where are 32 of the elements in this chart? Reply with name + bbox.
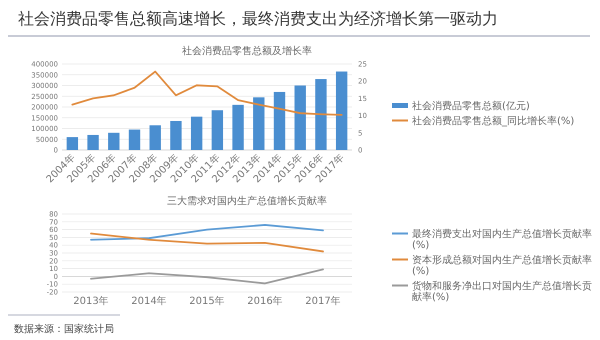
bar — [315, 79, 327, 150]
chart-title: 三大需求对国内生产总值增长贡献率 — [167, 195, 327, 207]
x-tick-label: 2016年 — [247, 295, 283, 307]
x-tick-label: 2013年 — [73, 295, 109, 307]
bar — [232, 104, 244, 150]
line-series — [71, 70, 343, 116]
legend-label: 社会消费品零售总额_同比增长率(%) — [412, 115, 574, 127]
legend-label: 社会消费品零售总额(亿元) — [412, 100, 530, 112]
bar — [190, 116, 202, 150]
bar — [108, 132, 120, 150]
chart-title: 社会消费品零售总额高速增长，最终消费支出为经济增长第一驱动力 — [18, 9, 498, 28]
line-series — [90, 224, 324, 241]
bar — [128, 130, 140, 150]
source-note: 数据来源：国家统计局 — [14, 323, 114, 335]
bar — [274, 92, 286, 150]
line-series — [90, 268, 324, 284]
bar — [87, 134, 99, 150]
bar — [150, 125, 161, 150]
line-series — [90, 232, 324, 252]
x-tick-label: 2014年 — [131, 295, 167, 307]
chart-subtitle: 社会消费品零售总额及增长率 — [182, 45, 312, 57]
bar — [212, 110, 224, 150]
bar — [170, 120, 182, 150]
legend-label: 货物和服务净出口对国内生产总值增长贡献率(%) — [412, 280, 592, 303]
legend-label: 最终消费支出对国内生产总值增长贡献率(%) — [412, 228, 592, 251]
x-tick-label: 2015年 — [189, 295, 225, 307]
legend-label: 资本形成总额对国内生产总值增长贡献率(%) — [412, 254, 592, 277]
bar — [336, 72, 348, 150]
bar — [294, 86, 306, 150]
x-tick-label: 2017年 — [305, 295, 341, 307]
bar — [66, 137, 78, 150]
bar — [253, 97, 264, 150]
